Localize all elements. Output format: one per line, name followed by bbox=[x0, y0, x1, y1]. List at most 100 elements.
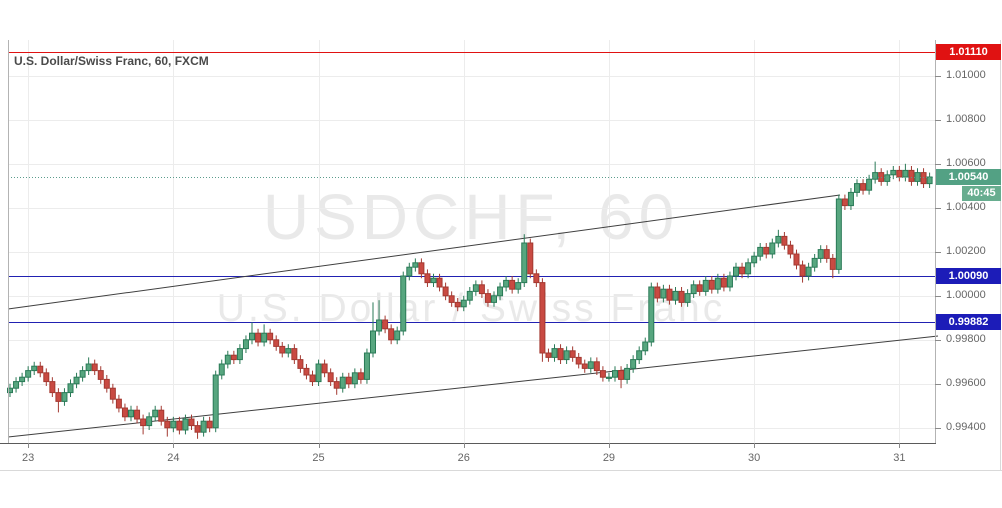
price-axis-label: 1.00400 bbox=[946, 200, 986, 213]
candle-body bbox=[376, 319, 383, 332]
time-axis-label: 26 bbox=[457, 452, 470, 464]
price-axis-label: 1.00800 bbox=[946, 112, 986, 125]
candle-body bbox=[279, 345, 286, 354]
candle-body bbox=[636, 350, 643, 361]
price-axis-label: 0.99800 bbox=[946, 332, 986, 345]
candle-body bbox=[696, 284, 703, 292]
candle-body bbox=[884, 174, 891, 182]
candle-body bbox=[97, 370, 104, 380]
last-price-line-badge: 1.00540 bbox=[936, 169, 1001, 185]
candle-body bbox=[739, 266, 746, 275]
candle-body bbox=[624, 367, 631, 380]
candle-body bbox=[890, 169, 897, 176]
candle-body bbox=[430, 277, 437, 284]
candle-body bbox=[835, 198, 842, 270]
candle-body bbox=[678, 290, 685, 303]
candle-body bbox=[478, 284, 485, 295]
candle-body bbox=[43, 372, 50, 383]
candle-body bbox=[170, 420, 177, 429]
candle-body bbox=[91, 363, 98, 372]
candle-body bbox=[188, 418, 195, 427]
candle-body bbox=[309, 374, 316, 383]
candle-body bbox=[67, 383, 74, 394]
candle-body bbox=[285, 348, 292, 354]
support-line-badge: 0.99882 bbox=[936, 313, 1001, 330]
candle-body bbox=[255, 332, 262, 343]
time-axis-label: 29 bbox=[602, 452, 616, 464]
candle-body bbox=[400, 275, 407, 332]
candle-body bbox=[224, 354, 231, 365]
candle-body bbox=[442, 286, 449, 297]
candle-body bbox=[557, 348, 564, 361]
candle-body bbox=[194, 425, 201, 433]
candle-body bbox=[351, 372, 358, 385]
price-axis-label: 1.00000 bbox=[946, 288, 986, 301]
candle-body bbox=[503, 279, 510, 288]
candles-layer bbox=[7, 161, 933, 439]
candle-body bbox=[218, 363, 225, 376]
candle-body bbox=[182, 418, 189, 431]
candle-body bbox=[726, 275, 733, 288]
candle-body bbox=[781, 235, 788, 246]
candle-body bbox=[745, 262, 752, 275]
candle-body bbox=[896, 169, 903, 178]
candle-body bbox=[370, 330, 376, 354]
candle-body bbox=[466, 290, 473, 301]
candle-body bbox=[872, 172, 879, 180]
candle-body bbox=[593, 361, 600, 372]
candle-body bbox=[642, 341, 649, 352]
candle-body bbox=[49, 381, 56, 394]
candle-body bbox=[751, 255, 758, 264]
candle-body bbox=[448, 295, 455, 303]
candle-body bbox=[394, 330, 401, 341]
candle-body bbox=[460, 299, 467, 308]
candle-body bbox=[799, 264, 806, 277]
candle-body bbox=[55, 392, 62, 402]
candle-body bbox=[327, 372, 334, 383]
candle-body bbox=[436, 277, 443, 288]
candle-body bbox=[708, 279, 715, 290]
candle-body bbox=[73, 376, 80, 385]
candle-body bbox=[103, 378, 110, 389]
candle-body bbox=[363, 352, 370, 380]
candle-body bbox=[261, 332, 268, 343]
candle-body bbox=[587, 361, 594, 369]
candle-body bbox=[333, 381, 340, 389]
candle-body bbox=[509, 279, 516, 290]
candle-body bbox=[31, 365, 38, 372]
price-axis-label: 0.99600 bbox=[946, 376, 986, 389]
candle-body bbox=[660, 288, 667, 299]
candle-body bbox=[152, 409, 159, 418]
candle-body bbox=[551, 348, 558, 358]
candle-body bbox=[303, 367, 310, 376]
candle-body bbox=[206, 420, 213, 429]
candle-body bbox=[121, 407, 128, 418]
candle-body bbox=[612, 370, 618, 378]
price-axis-label: 1.00200 bbox=[946, 244, 986, 257]
candle-body bbox=[866, 178, 873, 191]
candle-body bbox=[902, 169, 909, 178]
candle-body bbox=[273, 339, 280, 347]
candle-body bbox=[454, 301, 461, 308]
candle-body bbox=[19, 376, 26, 383]
candle-body bbox=[690, 284, 697, 295]
candle-body bbox=[297, 359, 304, 369]
candle-body bbox=[25, 370, 32, 378]
candle-body bbox=[85, 363, 92, 372]
candle-body bbox=[672, 290, 679, 301]
candle-body bbox=[472, 284, 479, 292]
candle-body bbox=[388, 328, 395, 341]
candle-body bbox=[684, 293, 691, 303]
time-axis-label: 23 bbox=[22, 452, 35, 464]
bar-countdown-badge: 40:45 bbox=[962, 186, 1001, 201]
candle-body bbox=[769, 242, 776, 255]
channel-mid[interactable] bbox=[7, 194, 841, 310]
candle-body bbox=[787, 244, 794, 255]
candle-body bbox=[817, 249, 824, 259]
candle-body bbox=[860, 183, 867, 191]
candle-body bbox=[315, 363, 322, 383]
price-axis-label: 1.00600 bbox=[946, 156, 986, 169]
candle-body bbox=[533, 273, 540, 284]
